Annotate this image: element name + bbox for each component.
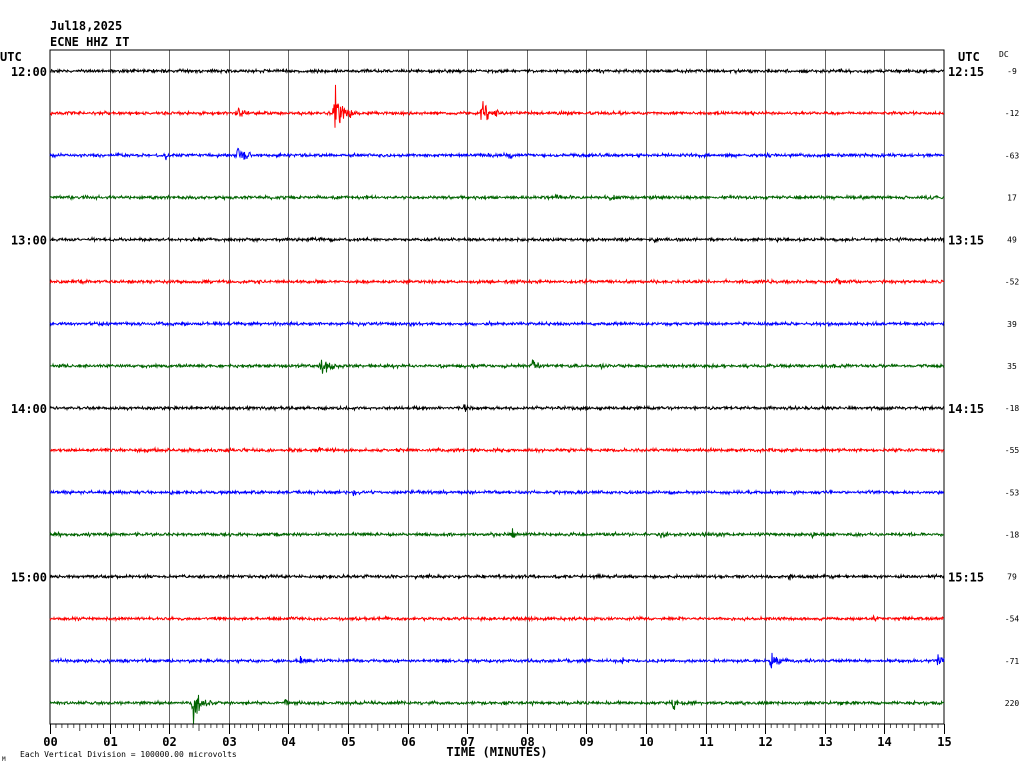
x-tick-label: 12 bbox=[758, 735, 772, 749]
x-axis-title: TIME (MINUTES) bbox=[446, 745, 547, 759]
trace-row-2 bbox=[49, 147, 945, 161]
dc-offset-label: -55 bbox=[1005, 446, 1020, 455]
dc-offset-label: -53 bbox=[1005, 488, 1020, 497]
dc-offset-label: -18 bbox=[1005, 530, 1020, 539]
left-time-label: 13:00 bbox=[11, 234, 47, 248]
trace-row-0 bbox=[49, 67, 945, 75]
trace-row-15 bbox=[49, 694, 945, 724]
dc-offset-label: -12 bbox=[1005, 109, 1020, 118]
x-tick-label: 10 bbox=[639, 735, 653, 749]
scale-note: Each Vertical Division = 100000.00 micro… bbox=[20, 750, 237, 759]
x-tick-label: 06 bbox=[401, 735, 415, 749]
left-time-label: 14:00 bbox=[11, 402, 47, 416]
dc-offset-label: 220 bbox=[1005, 699, 1020, 708]
x-tick-label: 04 bbox=[281, 735, 295, 749]
plot-grid bbox=[49, 49, 945, 725]
dc-offset-label: -63 bbox=[1005, 151, 1020, 160]
trace-row-5 bbox=[49, 277, 945, 286]
x-tick-label: 15 bbox=[937, 735, 951, 749]
dc-offset-label: 39 bbox=[1007, 320, 1017, 329]
trace-row-11 bbox=[49, 528, 945, 540]
header-station: ECNE HHZ IT bbox=[50, 35, 129, 49]
right-time-label: 14:15 bbox=[948, 402, 984, 416]
dc-offset-label: -52 bbox=[1005, 278, 1020, 287]
x-tick-label: 02 bbox=[162, 735, 176, 749]
x-tick-label: 13 bbox=[818, 735, 832, 749]
left-timezone-label: UTC bbox=[0, 50, 22, 64]
trace-row-8 bbox=[49, 404, 945, 412]
corner-mark: M bbox=[2, 756, 6, 763]
left-time-label: 15:00 bbox=[11, 571, 47, 585]
dc-offset-label: -54 bbox=[1005, 615, 1020, 624]
trace-row-9 bbox=[49, 446, 945, 454]
plot-border bbox=[49, 49, 945, 725]
trace-row-10 bbox=[49, 488, 945, 497]
x-tick-label: 03 bbox=[222, 735, 236, 749]
x-axis-ticks bbox=[50, 724, 945, 734]
right-time-label: 13:15 bbox=[948, 234, 984, 248]
x-tick-label: 14 bbox=[877, 735, 891, 749]
dc-offset-label: -71 bbox=[1005, 657, 1020, 666]
seismic-traces bbox=[49, 67, 945, 724]
left-time-label: 12:00 bbox=[11, 65, 47, 79]
trace-row-13 bbox=[49, 614, 945, 623]
trace-row-12 bbox=[49, 572, 945, 581]
dc-offset-label: 79 bbox=[1007, 573, 1017, 582]
dc-header-label: DC bbox=[999, 50, 1009, 59]
chart-labels: Jul18,2025 ECNE HHZ IT UTC UTC DC TIME (… bbox=[0, 19, 1019, 763]
header-date: Jul18,2025 bbox=[50, 19, 122, 33]
trace-row-14 bbox=[49, 652, 945, 669]
right-timezone-label: UTC bbox=[958, 50, 980, 64]
trace-row-3 bbox=[49, 193, 945, 202]
dc-offset-label: 17 bbox=[1007, 193, 1017, 202]
trace-row-6 bbox=[49, 319, 945, 328]
x-tick-label: 05 bbox=[341, 735, 355, 749]
dc-offset-label: 49 bbox=[1007, 236, 1017, 245]
x-tick-label: 11 bbox=[699, 735, 713, 749]
trace-row-7 bbox=[49, 359, 945, 374]
x-tick-label: 09 bbox=[579, 735, 593, 749]
trace-row-1 bbox=[49, 84, 945, 128]
dc-offset-label: 35 bbox=[1007, 362, 1017, 371]
x-tick-label: 08 bbox=[520, 735, 534, 749]
x-tick-label: 00 bbox=[43, 735, 57, 749]
x-tick-label: 01 bbox=[103, 735, 117, 749]
dc-offset-label: -9 bbox=[1007, 67, 1017, 76]
x-tick-label: 07 bbox=[460, 735, 474, 749]
trace-row-4 bbox=[49, 235, 945, 244]
right-time-label: 15:15 bbox=[948, 571, 984, 585]
dc-offset-label: -18 bbox=[1005, 404, 1020, 413]
right-time-label: 12:15 bbox=[948, 65, 984, 79]
